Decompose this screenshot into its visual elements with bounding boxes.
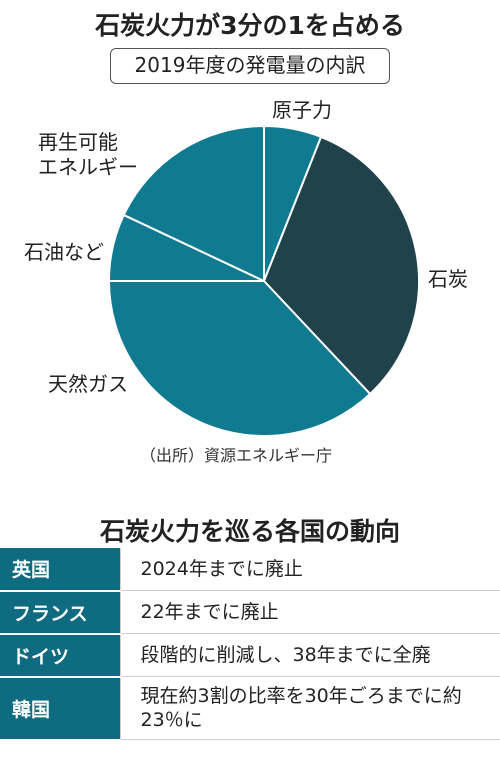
table-row: 韓国 現在約3割の比率を30年ごろまでに約23％に <box>0 676 500 741</box>
slice-label-nuclear: 原子力 <box>272 98 332 122</box>
slice-label-coal: 石炭 <box>428 267 468 291</box>
country-cell: フランス <box>0 590 120 635</box>
country-cell: 英国 <box>0 548 120 592</box>
pie-chart <box>107 124 420 437</box>
table-title: 石炭火力を巡る各国の動向 <box>99 517 400 546</box>
policy-cell: 現在約3割の比率を30年ごろまでに約23％に <box>119 676 500 740</box>
slice-label-renewables: 再生可能 エネルギー <box>38 130 138 179</box>
chart-title: 石炭火力が3分の1を占める <box>95 11 405 40</box>
country-cell: ドイツ <box>0 633 120 678</box>
pie-slice-coal <box>262 135 420 396</box>
country-cell: 韓国 <box>0 676 120 741</box>
slice-label-gas: 天然ガス <box>48 372 128 396</box>
table-row: ドイツ 段階的に削減し、38年までに全廃 <box>0 633 500 678</box>
slice-label-oil: 石油など <box>24 240 104 264</box>
policy-cell: 22年までに廃止 <box>119 590 500 634</box>
policy-cell: 段階的に削減し、38年までに全廃 <box>119 633 500 677</box>
table-row: 英国 2024年までに廃止 <box>0 548 500 592</box>
pie-slice-gas <box>107 280 372 437</box>
pie-slice-renewables <box>122 124 265 283</box>
table-row: フランス 22年までに廃止 <box>0 590 500 635</box>
policy-cell: 2024年までに廃止 <box>119 548 500 591</box>
source-note: （出所）資源エネルギー庁 <box>140 446 333 465</box>
policy-table: 英国 2024年までに廃止 フランス 22年までに廃止 ドイツ 段階的に削減し、… <box>0 548 500 741</box>
chart-subtitle: 2019年度の発電量の内訳 <box>110 48 390 84</box>
